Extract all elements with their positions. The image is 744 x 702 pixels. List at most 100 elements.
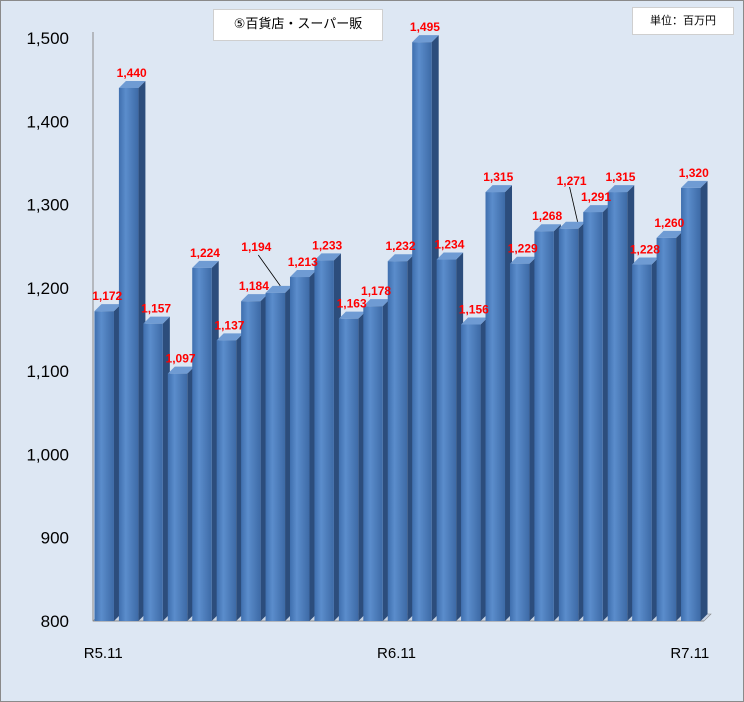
- bar: [338, 311, 366, 621]
- bar-top: [289, 270, 317, 278]
- bar-front: [314, 260, 334, 621]
- bar-front: [509, 263, 530, 621]
- bar-top: [656, 230, 684, 238]
- data-label: 1,224: [190, 246, 220, 260]
- bar-front: [118, 87, 139, 621]
- bar: [192, 260, 219, 621]
- bar-top: [436, 252, 464, 260]
- label-leader-line: [569, 186, 578, 222]
- data-label: 1,232: [385, 239, 415, 253]
- bar: [583, 205, 610, 621]
- y-tick-label: 1,500: [26, 29, 69, 48]
- bar: [632, 257, 659, 621]
- bars: [94, 35, 708, 622]
- bar-front: [583, 212, 603, 621]
- label-leader-line: [257, 254, 281, 287]
- x-tick-label: R5.11: [84, 645, 123, 662]
- bar-top: [143, 316, 170, 324]
- bar-top: [118, 80, 146, 88]
- bar-front: [216, 340, 237, 621]
- bar: [461, 317, 488, 621]
- bar-top: [534, 224, 561, 232]
- data-label: 1,178: [361, 284, 391, 298]
- bar-top: [192, 260, 219, 268]
- y-tick-label: 1,400: [26, 112, 69, 131]
- bar-top: [94, 304, 121, 312]
- bar-top: [241, 294, 268, 302]
- data-label: 1,228: [630, 243, 660, 257]
- bar-top: [632, 257, 659, 265]
- bar-top: [338, 311, 366, 319]
- data-label: 1,260: [654, 216, 684, 230]
- data-label: 1,097: [166, 352, 196, 366]
- bar: [118, 80, 146, 621]
- bar-top: [558, 221, 586, 229]
- bar-front: [632, 264, 652, 621]
- bar-front: [363, 306, 383, 621]
- bar-front: [338, 318, 359, 621]
- data-label: 1,157: [141, 302, 171, 316]
- bar: [534, 224, 561, 622]
- bar: [509, 256, 537, 621]
- bar-top: [167, 366, 195, 374]
- y-tick-label: 900: [41, 529, 69, 548]
- bar-top: [387, 254, 415, 262]
- data-label: 1,291: [581, 190, 611, 204]
- bar-front: [167, 373, 188, 621]
- bar: [681, 180, 708, 621]
- bar: [656, 230, 684, 621]
- bar: [94, 304, 121, 621]
- data-label: 1,268: [532, 209, 562, 223]
- bar-top: [681, 180, 708, 188]
- bar-top: [216, 333, 244, 341]
- bar-top: [607, 185, 635, 193]
- data-label: 1,163: [337, 297, 367, 311]
- data-label: 1,233: [312, 238, 342, 252]
- bar: [558, 221, 586, 621]
- y-tick-label: 800: [41, 612, 69, 631]
- bar-front: [94, 311, 114, 621]
- data-label: 1,156: [459, 303, 489, 317]
- bar-front: [558, 228, 579, 621]
- bar-front: [289, 277, 310, 621]
- bar-top: [412, 35, 439, 43]
- bar-top: [485, 185, 513, 193]
- bar-front: [461, 324, 481, 621]
- x-tick-label: R7.11: [670, 645, 709, 662]
- data-label: 1,440: [117, 66, 147, 80]
- bar-front: [241, 301, 261, 621]
- bar-front: [387, 261, 408, 621]
- data-label: 1,234: [434, 238, 464, 252]
- bar-top: [509, 256, 537, 264]
- bar-front: [607, 192, 628, 622]
- chart-title: ⑤百貨店・スーパー販: [213, 9, 383, 41]
- bar-front: [192, 267, 212, 621]
- bar-front: [436, 259, 457, 621]
- bar-front: [265, 292, 286, 621]
- data-label: 1,315: [605, 170, 635, 184]
- y-tick-label: 1,100: [26, 362, 69, 381]
- data-label: 1,229: [508, 242, 538, 256]
- data-label: 1,194: [241, 240, 271, 254]
- bar-top: [314, 253, 341, 261]
- bar-front: [534, 231, 554, 622]
- y-tick-label: 1,300: [26, 196, 69, 215]
- bar: [265, 285, 293, 621]
- bar-front: [143, 323, 163, 621]
- bar-top: [461, 317, 488, 325]
- bar: [216, 333, 244, 621]
- bar-top: [265, 285, 293, 293]
- bar: [289, 270, 317, 621]
- data-label: 1,137: [214, 318, 244, 332]
- data-label: 1,320: [679, 166, 709, 180]
- data-labels: 1,172 1,440 1,157 1,097 1,224 1,137 1,184 1,194…: [92, 20, 709, 365]
- data-label: 1,213: [288, 255, 318, 269]
- bar: [241, 294, 268, 621]
- bar-front: [656, 237, 677, 621]
- unit-label: 単位：百万円: [632, 7, 734, 35]
- data-label: 1,315: [483, 170, 513, 184]
- data-label: 1,495: [410, 20, 440, 34]
- data-label: 1,172: [92, 289, 122, 303]
- data-label: 1,184: [239, 279, 269, 293]
